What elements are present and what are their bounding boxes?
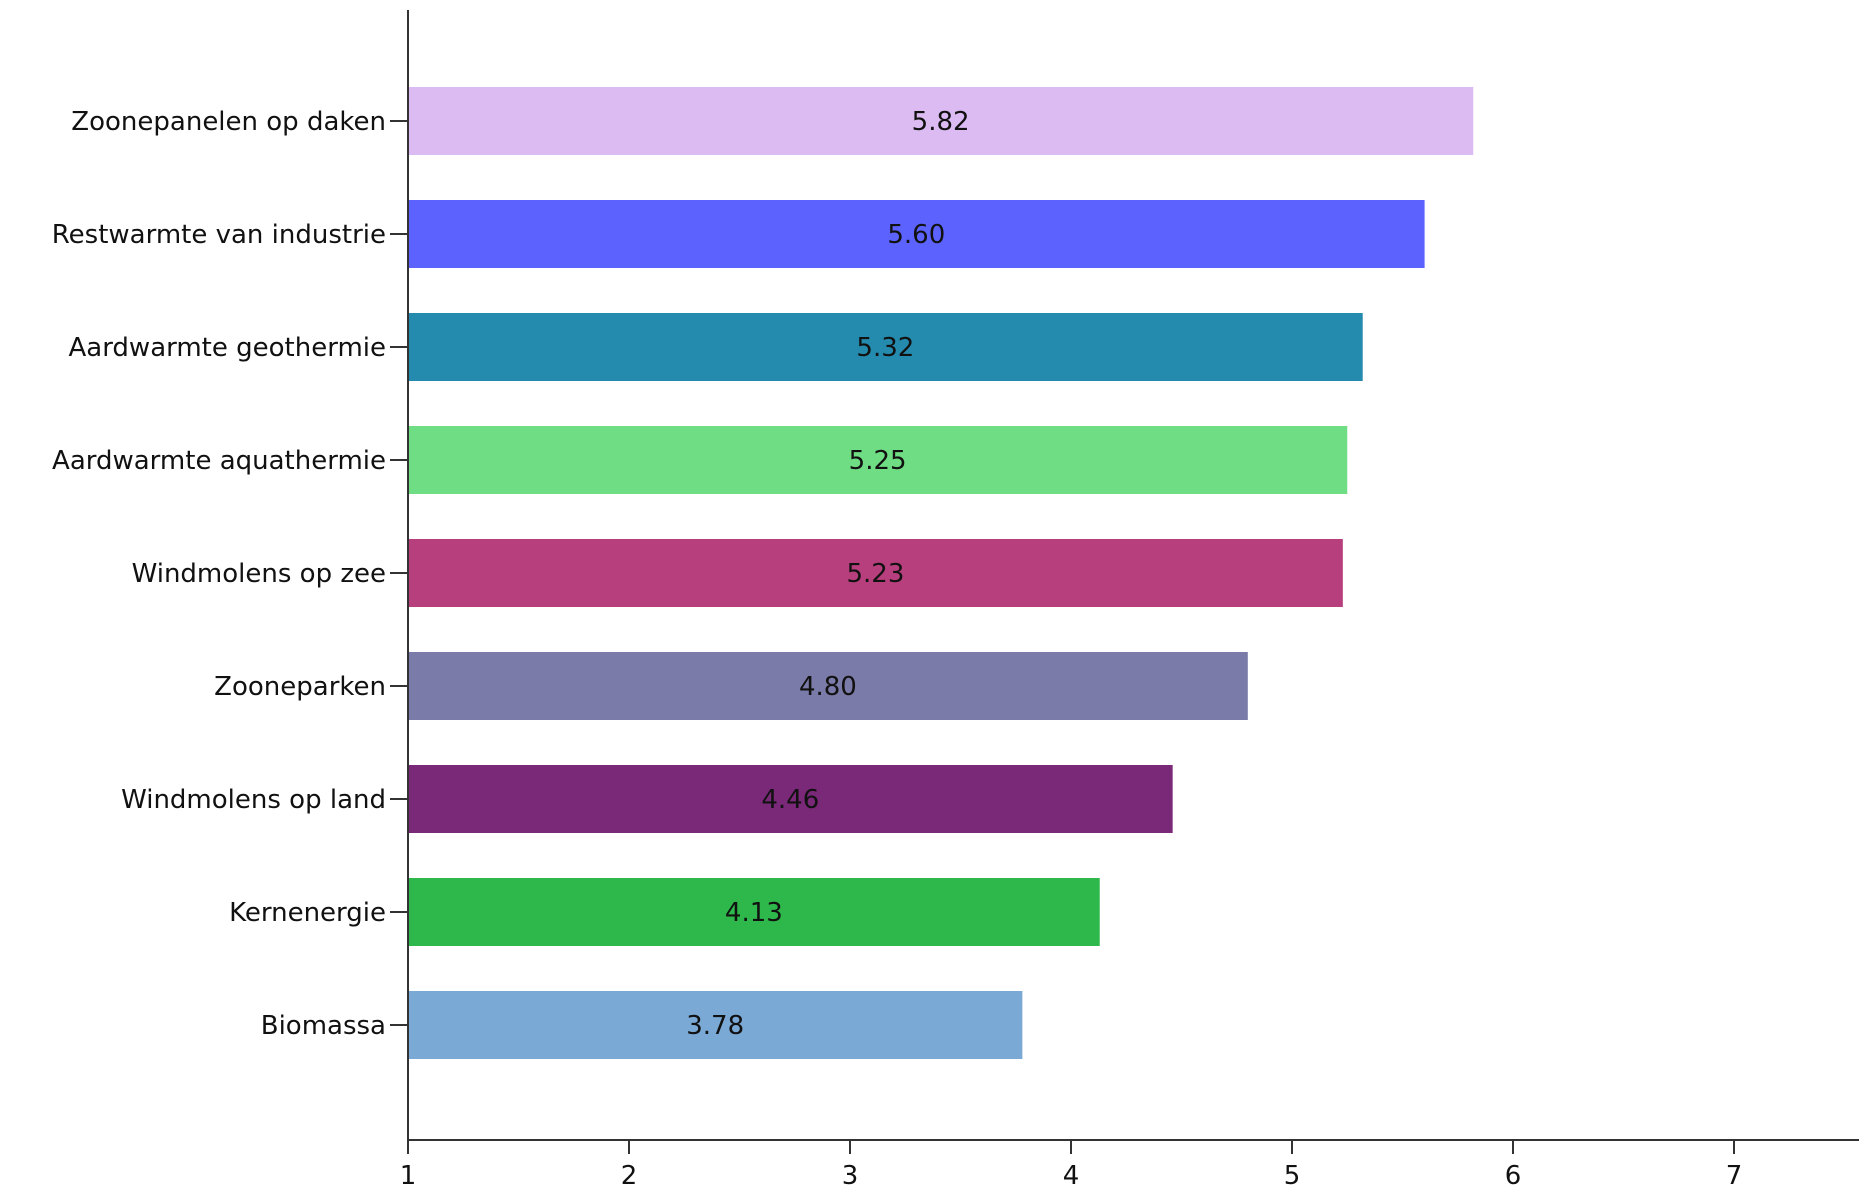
bar-3 bbox=[408, 313, 1363, 381]
category-label: Windmolens op land bbox=[121, 785, 386, 815]
category-label: Zoonepanelen op daken bbox=[71, 107, 386, 137]
labels-layer: 5.82 Zoonepanelen op daken 5.60 Restwarmte … bbox=[52, 107, 970, 1041]
x-tick-label: 5 bbox=[1284, 1161, 1301, 1190]
bar-8 bbox=[408, 878, 1100, 946]
x-tick-label: 4 bbox=[1063, 1161, 1080, 1190]
bar-value-label: 5.23 bbox=[846, 559, 904, 589]
axis-layer: 1 2 3 4 5 6 7 bbox=[390, 10, 1859, 1190]
bar-7 bbox=[408, 765, 1173, 833]
x-tick-label: 2 bbox=[621, 1161, 638, 1190]
bar-value-label: 4.46 bbox=[761, 785, 819, 815]
category-label: Kernenergie bbox=[229, 898, 386, 928]
bar-6 bbox=[408, 652, 1248, 720]
bar-value-label: 5.25 bbox=[849, 446, 907, 476]
category-label: Aardwarmte aquathermie bbox=[52, 446, 386, 476]
bar-4 bbox=[408, 426, 1348, 494]
bars-layer bbox=[408, 87, 1474, 1059]
bar-2 bbox=[408, 200, 1425, 268]
bar-value-label: 5.32 bbox=[856, 333, 914, 363]
bar-value-label: 3.78 bbox=[686, 1011, 744, 1041]
category-label: Windmolens op zee bbox=[132, 559, 386, 589]
category-label: Biomassa bbox=[261, 1011, 386, 1041]
category-label: Zooneparken bbox=[214, 672, 386, 702]
bar-9 bbox=[408, 991, 1023, 1059]
bar-value-label: 4.80 bbox=[799, 672, 857, 702]
category-label: Aardwarmte geothermie bbox=[68, 333, 386, 363]
bar-value-label: 5.60 bbox=[887, 220, 945, 250]
bar-5 bbox=[408, 539, 1343, 607]
x-tick-label: 3 bbox=[842, 1161, 859, 1190]
x-tick-label: 1 bbox=[400, 1161, 417, 1190]
bar-1 bbox=[408, 87, 1474, 155]
x-tick-label: 7 bbox=[1726, 1161, 1743, 1190]
category-label: Restwarmte van industrie bbox=[52, 220, 386, 250]
bar-value-label: 4.13 bbox=[725, 898, 783, 928]
bar-value-label: 5.82 bbox=[912, 107, 970, 137]
x-tick-label: 6 bbox=[1505, 1161, 1522, 1190]
